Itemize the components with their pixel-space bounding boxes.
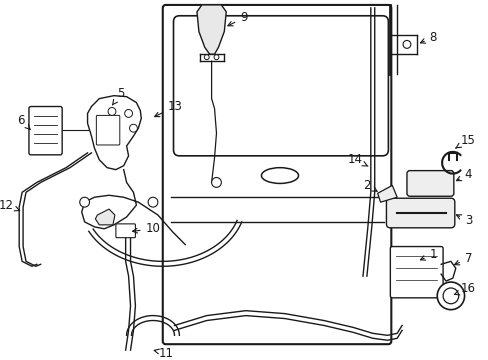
Text: 8: 8 [420,31,436,44]
Text: 6: 6 [18,114,30,129]
FancyBboxPatch shape [406,171,453,196]
Circle shape [442,288,458,304]
Polygon shape [95,209,115,225]
Circle shape [148,197,158,207]
Text: 1: 1 [420,248,436,261]
FancyBboxPatch shape [386,198,454,228]
FancyBboxPatch shape [173,16,387,156]
Text: 7: 7 [454,252,471,265]
Circle shape [204,55,209,60]
Circle shape [108,108,116,116]
Text: 11: 11 [154,347,173,360]
Polygon shape [377,185,396,202]
Text: 5: 5 [112,87,124,105]
Circle shape [211,177,221,188]
FancyBboxPatch shape [96,116,120,145]
Text: 10: 10 [132,222,160,235]
FancyBboxPatch shape [116,224,135,238]
FancyBboxPatch shape [389,247,442,298]
Text: 16: 16 [454,283,475,296]
Text: 15: 15 [455,134,475,148]
Ellipse shape [261,168,298,184]
Text: 13: 13 [154,100,183,117]
Text: 4: 4 [455,168,471,181]
Text: 9: 9 [227,11,247,26]
FancyBboxPatch shape [163,5,390,344]
FancyBboxPatch shape [29,107,62,155]
Circle shape [436,282,464,310]
Text: 3: 3 [455,215,471,228]
Circle shape [214,55,219,60]
Polygon shape [87,96,141,170]
Text: 12: 12 [0,199,20,212]
Text: 2: 2 [363,179,376,192]
Polygon shape [197,5,226,54]
Circle shape [402,40,410,48]
Text: 14: 14 [347,153,367,166]
Circle shape [80,197,89,207]
Circle shape [129,124,137,132]
Circle shape [124,109,132,117]
